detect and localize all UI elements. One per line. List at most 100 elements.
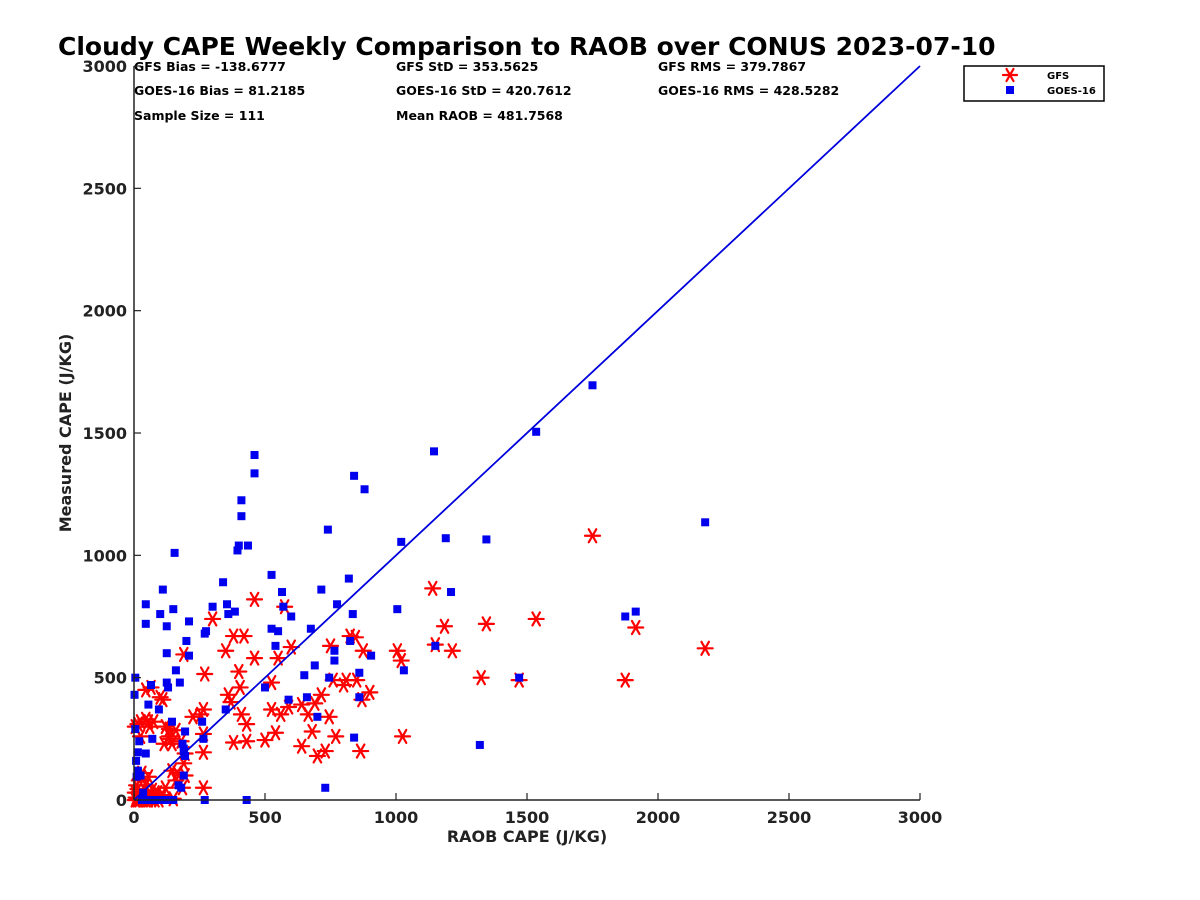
gfs-point	[231, 679, 249, 696]
goes-16-point	[631, 607, 640, 616]
goes-16-point	[171, 666, 180, 675]
stat-text: GFS Bias = -138.6777	[134, 59, 286, 74]
y-tick-label: 500	[94, 669, 127, 688]
goes-16-point	[233, 546, 242, 555]
stat-text: GOES-16 RMS = 428.5282	[658, 83, 839, 98]
goes-16-point	[333, 600, 342, 609]
gfs-point	[293, 738, 311, 754]
x-tick-label: 1000	[374, 808, 419, 827]
statistics-block: GFS Bias = -138.6777 GFS StD = 353.5625 GF…	[134, 59, 839, 123]
goes-16-point	[181, 727, 190, 736]
goes-16-point	[162, 622, 171, 631]
goes-16-point	[278, 588, 287, 597]
gfs-point	[217, 643, 235, 659]
x-tick-label: 2500	[767, 808, 812, 827]
goes-16-point	[219, 578, 228, 587]
goes-16-point	[243, 541, 252, 550]
goes-16-point	[313, 712, 322, 721]
goes-16-point	[447, 588, 456, 597]
goes-16-point	[346, 636, 355, 645]
goes-16-point	[287, 612, 296, 621]
goes-16-point	[175, 678, 184, 687]
goes-16-point	[141, 749, 150, 758]
gfs-point	[219, 687, 237, 703]
gfs-point	[204, 611, 222, 627]
goes-16-point	[306, 624, 315, 633]
x-tick-label: 2000	[636, 808, 681, 827]
goes-16-point	[199, 734, 208, 743]
goes-16-point	[132, 756, 141, 765]
gfs-point	[477, 616, 495, 632]
gfs-point	[238, 716, 256, 732]
goes-16-point	[302, 693, 311, 702]
goes-16-point	[429, 447, 438, 456]
legend-goes-16-marker	[1006, 86, 1014, 94]
goes-16-point	[169, 605, 178, 614]
stat-text: GOES-16 StD = 420.7612	[396, 83, 572, 98]
x-tick-label: 1500	[505, 808, 550, 827]
goes-16-point	[237, 496, 246, 505]
gfs-point	[238, 733, 256, 749]
goes-16-point	[367, 651, 376, 660]
goes-16-point	[230, 607, 239, 616]
goes-16-point	[141, 600, 150, 609]
plot-area	[126, 65, 921, 808]
y-tick-label: 2000	[82, 302, 127, 321]
goes-16-point	[221, 705, 230, 714]
gfs-point	[230, 663, 248, 680]
goes-16-point	[261, 683, 269, 692]
gfs-point	[361, 684, 379, 700]
gfs-point	[196, 666, 214, 682]
gfs-point	[316, 743, 334, 759]
gfs-point	[393, 728, 412, 744]
gfs-point	[245, 650, 264, 666]
gfs-point	[194, 780, 213, 796]
y-tick-label: 0	[116, 791, 127, 810]
goes-16-point	[177, 783, 186, 792]
goes-16-point	[131, 725, 140, 734]
gfs-point	[354, 643, 372, 659]
gfs-point	[262, 674, 281, 691]
goes-16-point	[393, 605, 402, 614]
gfs-point	[320, 709, 338, 725]
goes-16-point	[154, 705, 163, 714]
goes-16-point	[237, 512, 246, 521]
goes-16-point	[267, 570, 276, 579]
gfs-point	[616, 672, 634, 688]
x-tick-label: 500	[248, 808, 281, 827]
gfs-point	[627, 619, 645, 636]
goes-16-point	[274, 627, 283, 636]
goes-16-point	[250, 451, 259, 460]
gfs-point	[184, 709, 202, 725]
goes-16-point	[344, 574, 353, 583]
goes-16-point	[164, 683, 173, 692]
goes-16-point	[300, 671, 309, 680]
goes-16-point	[317, 585, 326, 594]
stat-text: GFS RMS = 379.7867	[658, 59, 806, 74]
stat-text: GFS StD = 353.5625	[396, 59, 538, 74]
goes-16-point	[147, 681, 156, 690]
gfs-point	[194, 744, 213, 760]
goes-16-point	[179, 744, 188, 753]
goes-16-point	[167, 717, 176, 726]
x-tick-label: 0	[128, 808, 139, 827]
goes-16-point	[198, 717, 207, 726]
goes-16-point	[588, 381, 597, 390]
goes-16-point	[271, 641, 280, 650]
goes-16-point	[136, 771, 145, 780]
chart-title: Cloudy CAPE Weekly Comparison to RAOB ov…	[58, 32, 996, 61]
goes-16-point	[162, 649, 171, 658]
gfs-point	[443, 643, 461, 659]
goes-16-point	[144, 700, 153, 709]
goes-16-point	[185, 651, 194, 660]
goes-16-point	[355, 668, 364, 677]
goes-16-point	[621, 612, 630, 621]
goes-16-point	[330, 656, 339, 665]
goes-16-point	[202, 627, 211, 636]
legend-gfs-star	[1001, 67, 1019, 83]
goes-16-point	[323, 525, 332, 534]
goes-16-point	[156, 610, 165, 619]
goes-16-point	[234, 541, 243, 550]
goes-16-point	[135, 737, 144, 746]
